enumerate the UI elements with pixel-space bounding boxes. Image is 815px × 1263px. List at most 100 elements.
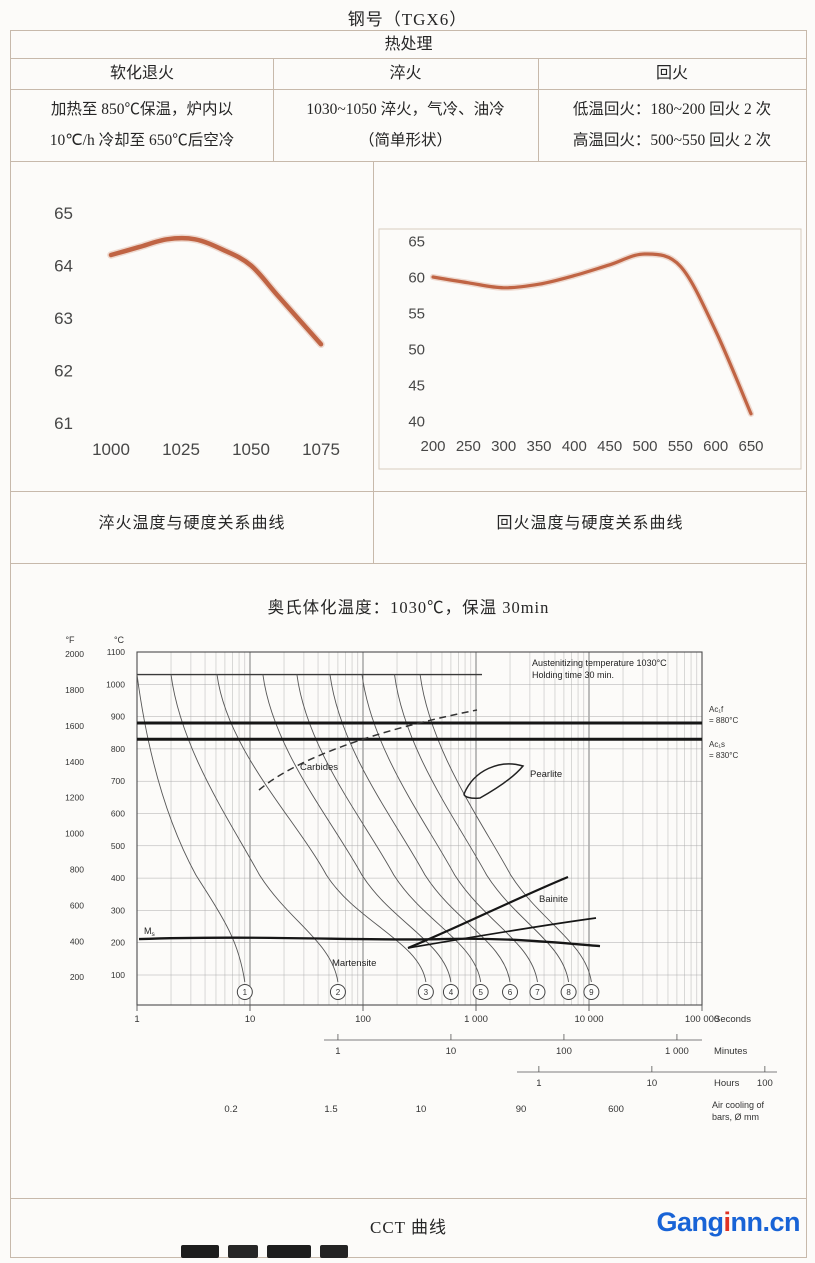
svg-text:500: 500: [111, 841, 125, 851]
table-header: 热处理: [11, 31, 806, 59]
column-header-quenching: 淬火: [389, 65, 422, 82]
svg-text:7: 7: [535, 988, 540, 997]
svg-text:10: 10: [647, 1078, 658, 1089]
cct-diagram: °F °C200018001600140012001000800600400200…: [65, 635, 777, 1122]
svg-text:100 000: 100 000: [685, 1014, 719, 1025]
table-divider: [273, 58, 274, 161]
svg-text:800: 800: [111, 744, 125, 754]
svg-text:600: 600: [608, 1104, 624, 1115]
svg-text:600: 600: [111, 809, 125, 819]
obscured-text: [181, 1245, 357, 1263]
svg-text:0.2: 0.2: [224, 1104, 237, 1115]
svg-text:100: 100: [111, 970, 125, 980]
cct-caption-row: CCT 曲线 Ganginn.cn: [11, 1198, 806, 1259]
svg-text:2: 2: [336, 988, 341, 997]
svg-text:1800: 1800: [65, 685, 84, 695]
svg-text:= 830°C: = 830°C: [709, 751, 738, 760]
svg-text:1 000: 1 000: [665, 1046, 689, 1057]
svg-text:900: 900: [111, 712, 125, 722]
svg-text:550: 550: [668, 438, 693, 455]
svg-text:600: 600: [70, 900, 84, 910]
svg-text:2000: 2000: [65, 649, 84, 659]
column-header-annealing: 软化退火: [109, 65, 174, 82]
svg-text:= 880°C: = 880°C: [709, 716, 738, 725]
svg-text:400: 400: [562, 438, 587, 455]
svg-text:45: 45: [408, 377, 425, 394]
svg-text:1075: 1075: [302, 440, 340, 459]
watermark-text: Gang: [656, 1207, 724, 1237]
svg-text:1 000: 1 000: [464, 1014, 488, 1025]
quenching-detail-line: （简单形状）: [358, 132, 452, 149]
heat-treatment-table: 热处理 软化退火 淬火 回火 加热至 850℃保温，炉内以 10℃/h 冷却至 …: [10, 30, 807, 1258]
svg-text:9: 9: [589, 988, 594, 997]
svg-text:1: 1: [134, 1014, 139, 1025]
svg-text:Ac₁s: Ac₁s: [709, 740, 725, 749]
tempering-detail-line: 低温回火：180~200 回火 2 次: [572, 101, 772, 118]
cct-section: 奥氏体化温度：1030℃，保温 30min °F °C 2000 1800 1600 14…: [11, 563, 806, 1258]
svg-text:Martensite: Martensite: [332, 958, 376, 969]
svg-text:1000: 1000: [106, 679, 125, 689]
page-title: 钢号（TGX6）: [347, 10, 468, 29]
svg-text:1600: 1600: [65, 721, 84, 731]
watermark-logo: Ganginn.cn: [656, 1207, 800, 1238]
svg-text:64: 64: [54, 256, 73, 275]
svg-text:55: 55: [408, 305, 425, 322]
svg-text:400: 400: [111, 873, 125, 883]
caption-text: 回火温度与硬度关系曲线: [496, 515, 684, 532]
tempering-detail-cell: 低温回火：180~200 回火 2 次 高温回火：500~550 回火 2 次: [538, 89, 806, 161]
svg-text:1100: 1100: [107, 647, 126, 657]
quench-chart-caption: 淬火温度与硬度关系曲线: [11, 491, 373, 563]
svg-text:500: 500: [632, 438, 657, 455]
svg-text:Carbides: Carbides: [300, 762, 338, 773]
svg-text:1025: 1025: [162, 440, 200, 459]
svg-text:62: 62: [54, 361, 73, 380]
svg-text:63: 63: [54, 309, 73, 328]
svg-text:5: 5: [478, 988, 483, 997]
svg-text:450: 450: [597, 438, 622, 455]
svg-text:6: 6: [508, 988, 513, 997]
svg-text:650: 650: [738, 438, 763, 455]
svg-text:°C: °C: [114, 635, 125, 645]
table-divider: [373, 161, 374, 563]
svg-text:100: 100: [757, 1078, 773, 1089]
svg-text:700: 700: [111, 776, 125, 786]
svg-text:10: 10: [245, 1014, 256, 1025]
svg-text:200: 200: [70, 972, 84, 982]
svg-text:Pearlite: Pearlite: [530, 769, 562, 780]
table-divider: [11, 89, 806, 90]
svg-text:Holding time 30 min.: Holding time 30 min.: [532, 670, 614, 680]
annealing-detail-line: 加热至 850℃保温，炉内以: [50, 101, 234, 118]
svg-text:1000: 1000: [92, 440, 130, 459]
svg-text:Bainite: Bainite: [539, 894, 568, 905]
svg-text:61: 61: [54, 414, 73, 433]
svg-text:Ms: Ms: [144, 926, 156, 938]
svg-text:Ac₁f: Ac₁f: [709, 705, 724, 714]
svg-text:600: 600: [703, 438, 728, 455]
svg-text:Air cooling of: Air cooling of: [712, 1100, 765, 1110]
svg-text:10: 10: [416, 1104, 427, 1115]
quench-hardness-chart: 65 64 63 62 61 1000 1025 1050 1075: [54, 204, 340, 459]
svg-text:300: 300: [491, 438, 516, 455]
svg-text:1.5: 1.5: [324, 1104, 337, 1115]
svg-text:250: 250: [456, 438, 481, 455]
svg-text:60: 60: [408, 269, 425, 286]
table-divider: [538, 58, 539, 161]
redacted-block: [228, 1245, 258, 1258]
svg-text:300: 300: [111, 905, 125, 915]
cct-section-title: 奥氏体化温度：1030℃，保温 30min: [267, 598, 550, 617]
annealing-detail-line: 10℃/h 冷却至 650℃后空冷: [49, 132, 235, 149]
watermark-accent: i: [723, 1207, 731, 1237]
watermark-text: nn.cn: [730, 1207, 801, 1237]
svg-text:65: 65: [408, 233, 425, 250]
svg-text:200: 200: [420, 438, 445, 455]
quenching-detail-line: 1030~1050 淬火，气冷、油冷: [306, 101, 505, 118]
svg-text:bars, Ø mm: bars, Ø mm: [712, 1112, 759, 1122]
redacted-block: [181, 1245, 219, 1258]
svg-text:800: 800: [70, 864, 84, 874]
svg-text:3: 3: [424, 988, 429, 997]
caption-text: 淬火温度与硬度关系曲线: [98, 515, 286, 532]
quenching-detail-cell: 1030~1050 淬火，气冷、油冷 （简单形状）: [273, 89, 538, 161]
svg-text:100: 100: [355, 1014, 371, 1025]
svg-text:Hours: Hours: [714, 1078, 740, 1089]
svg-text:100: 100: [556, 1046, 572, 1057]
